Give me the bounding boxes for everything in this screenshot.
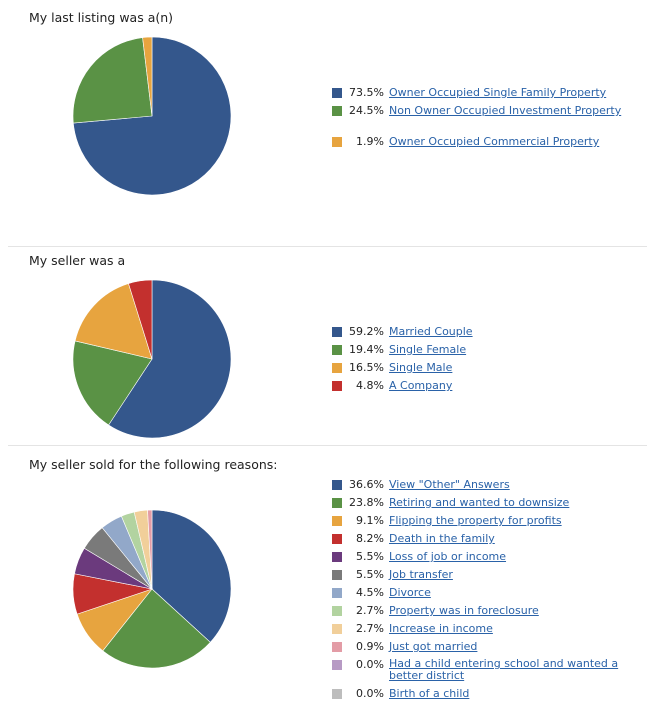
pie-slice xyxy=(74,283,153,360)
legend-swatch xyxy=(332,516,342,526)
legend-percent: 73.5% xyxy=(349,86,384,99)
legend-link[interactable]: Death in the family xyxy=(389,532,495,545)
pie-slice xyxy=(102,588,211,669)
pie-slice xyxy=(108,279,232,439)
legend-percent: 59.2% xyxy=(349,325,384,338)
legend-link[interactable]: Non Owner Occupied Investment Property xyxy=(389,104,622,117)
legend-percent: 24.5% xyxy=(349,104,384,117)
legend-swatch xyxy=(332,327,342,337)
legend-swatch xyxy=(332,689,342,699)
legend-percent: 5.5% xyxy=(356,568,384,581)
legend-link[interactable]: Married Couple xyxy=(389,325,473,338)
legend-link[interactable]: Loss of job or income xyxy=(389,550,507,563)
legend-swatch xyxy=(332,570,342,580)
legend-swatch xyxy=(332,88,342,98)
legend-percent: 2.7% xyxy=(356,604,384,617)
chart-section-3: My seller sold for the following reasons… xyxy=(0,446,647,708)
legend-percent: 0.0% xyxy=(356,658,384,671)
section-divider xyxy=(8,246,647,247)
legend-percent: 2.7% xyxy=(356,622,384,635)
chart-title: My seller sold for the following reasons… xyxy=(29,457,278,472)
legend-swatch xyxy=(332,381,342,391)
legend-link[interactable]: Single Male xyxy=(389,361,453,374)
legend-percent: 1.9% xyxy=(356,135,384,148)
legend-swatch xyxy=(332,606,342,616)
legend-swatch xyxy=(332,363,342,373)
pie-chart xyxy=(72,36,232,196)
legend-percent: 23.8% xyxy=(349,496,384,509)
chart-title: My last listing was a(n) xyxy=(29,10,174,25)
legend-percent: 0.0% xyxy=(356,687,384,700)
pie-chart xyxy=(72,279,232,439)
legend-link[interactable]: Job transfer xyxy=(389,568,453,581)
legend-swatch xyxy=(332,642,342,652)
legend-link[interactable]: Had a child entering school and wanted a… xyxy=(389,657,619,682)
legend-swatch xyxy=(332,498,342,508)
legend-percent: 9.1% xyxy=(356,514,384,527)
legend-link[interactable]: Property was in foreclosure xyxy=(389,604,539,617)
section-divider xyxy=(8,445,647,446)
legend-swatch xyxy=(332,106,342,116)
legend-link[interactable]: Birth of a child xyxy=(389,687,470,700)
legend-swatch xyxy=(332,137,342,147)
legend-swatch xyxy=(332,480,342,490)
legend-link[interactable]: Single Female xyxy=(389,343,467,356)
pie-slice xyxy=(72,340,153,426)
legend-link[interactable]: Owner Occupied Commercial Property xyxy=(389,135,600,148)
legend-swatch xyxy=(332,588,342,598)
legend-percent: 4.5% xyxy=(356,586,384,599)
legend-percent: 16.5% xyxy=(349,361,384,374)
chart-section-2: My seller was a 59.2% Married Couple 19.… xyxy=(0,247,647,445)
pie-slice xyxy=(151,509,232,643)
legend-link[interactable]: Increase in income xyxy=(389,622,493,635)
legend-link[interactable]: Just got married xyxy=(389,640,478,653)
pie-slice xyxy=(142,36,153,117)
legend-swatch xyxy=(332,660,342,670)
legend-link[interactable]: Retiring and wanted to downsize xyxy=(389,496,570,509)
legend-swatch xyxy=(332,534,342,544)
legend-link[interactable]: Flipping the property for profits xyxy=(389,514,562,527)
legend-percent: 0.9% xyxy=(356,640,384,653)
legend-percent: 19.4% xyxy=(349,343,384,356)
legend-percent: 5.5% xyxy=(356,550,384,563)
pie-slice xyxy=(147,509,153,590)
chart-section-1: My last listing was a(n) 73.5% Owner Occ… xyxy=(0,0,647,246)
legend-link[interactable]: Divorce xyxy=(389,586,431,599)
pie-slice xyxy=(72,37,153,124)
legend-link[interactable]: View "Other" Answers xyxy=(389,478,510,491)
legend-link[interactable]: Owner Occupied Single Family Property xyxy=(389,86,607,99)
legend-percent: 36.6% xyxy=(349,478,384,491)
legend-swatch xyxy=(332,624,342,634)
legend-link[interactable]: A Company xyxy=(389,379,453,392)
legend-percent: 8.2% xyxy=(356,532,384,545)
legend-swatch xyxy=(332,345,342,355)
chart-title: My seller was a xyxy=(29,253,126,268)
pie-chart xyxy=(72,509,232,669)
legend-swatch xyxy=(332,552,342,562)
pie-slice xyxy=(128,279,153,360)
legend-percent: 4.8% xyxy=(356,379,384,392)
